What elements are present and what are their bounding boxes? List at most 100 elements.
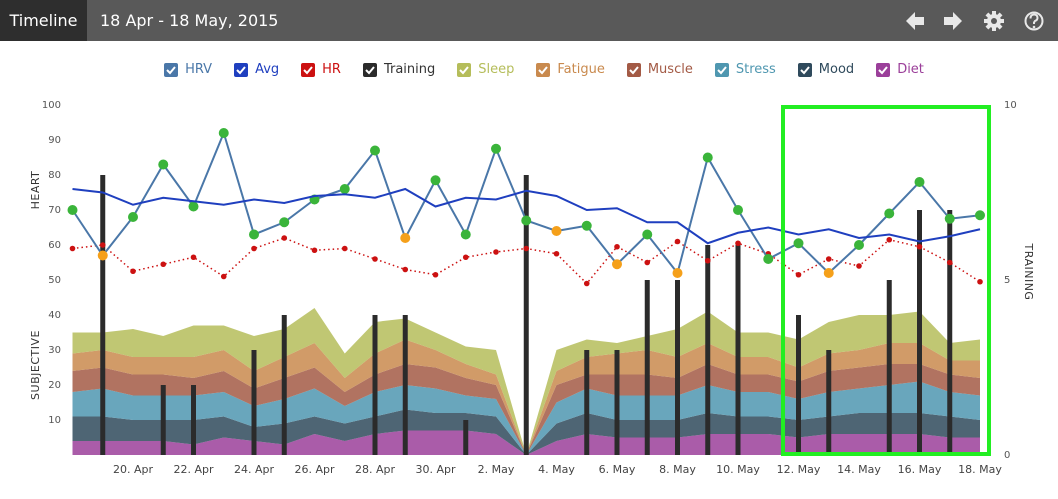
x-tick-label: 14. May <box>837 463 881 476</box>
hrv-point <box>733 205 743 215</box>
training-bar <box>100 175 106 455</box>
legend-checkbox[interactable] <box>301 62 316 77</box>
x-tick-label: 22. Apr <box>173 463 213 476</box>
hrv-point <box>823 268 834 278</box>
hr-point <box>583 280 590 287</box>
legend-label: Muscle <box>647 62 693 77</box>
training-bar <box>160 385 166 455</box>
legend-checkbox[interactable] <box>626 62 641 77</box>
training-bar <box>917 210 922 455</box>
training-bar <box>644 280 650 455</box>
y-axis-title: SUBJECTIVE <box>29 330 42 400</box>
legend-checkbox[interactable] <box>797 62 812 77</box>
legend-checkbox[interactable] <box>362 62 377 77</box>
legend-checkbox[interactable] <box>876 62 891 77</box>
legend-checkbox[interactable] <box>457 62 472 77</box>
training-bar <box>463 420 469 455</box>
settings-icon[interactable] <box>984 11 1004 31</box>
legend-item[interactable]: HRV <box>164 62 212 77</box>
hr-point <box>674 238 681 245</box>
y2-tick-label: 10 <box>1004 100 1017 111</box>
legend-checkbox[interactable] <box>714 62 729 77</box>
x-tick-label: 6. May <box>599 463 636 476</box>
legend-item[interactable]: HR <box>301 62 341 77</box>
stacked-area <box>72 308 980 455</box>
hrv-point <box>97 250 108 261</box>
stacked-area <box>72 430 980 455</box>
training-bar <box>584 350 590 455</box>
legend-item[interactable]: Training <box>362 62 435 77</box>
date-range: 18 Apr - 18 May, 2015 <box>100 11 279 30</box>
hr-point <box>644 259 651 266</box>
legend-item[interactable]: Stress <box>714 62 776 77</box>
hrv-point <box>491 143 501 154</box>
stacked-area <box>72 339 980 455</box>
legend-label: Fatigue <box>557 62 605 77</box>
legend-label: HR <box>322 62 341 77</box>
hrv-point <box>188 201 199 212</box>
hr-point <box>220 273 227 280</box>
legend-label: Avg <box>255 62 280 77</box>
hr-point <box>190 254 197 261</box>
hrv-point <box>854 240 864 250</box>
hrv-point <box>430 175 441 186</box>
toolbar <box>906 11 1044 31</box>
training-bar <box>735 245 741 455</box>
hr-point <box>553 250 560 257</box>
x-tick-label: 28. Apr <box>355 463 395 476</box>
hr-point <box>523 245 530 252</box>
hrv-point <box>67 205 78 215</box>
y-tick-label: 50 <box>48 275 61 286</box>
hr-point <box>704 257 711 264</box>
hrv-point <box>218 128 229 138</box>
help-icon[interactable] <box>1024 11 1044 31</box>
back-icon[interactable] <box>906 12 924 30</box>
hr-point <box>825 256 832 262</box>
hr-point <box>977 278 983 285</box>
hr-point <box>886 236 893 243</box>
hr-point <box>372 256 378 262</box>
hr-point <box>614 243 620 250</box>
y2-axis-title: TRAINING <box>1022 243 1035 301</box>
training-bar <box>705 245 711 455</box>
hrv-point <box>581 220 592 231</box>
hr-point <box>69 245 76 252</box>
training-bar <box>826 350 832 455</box>
x-tick-label: 18. May <box>958 463 1002 476</box>
legend-checkbox[interactable] <box>536 62 551 77</box>
hrv-point <box>521 215 532 226</box>
hrv-point <box>642 229 653 240</box>
hr-point <box>130 268 136 275</box>
x-tick-label: 26. Apr <box>294 463 334 476</box>
legend-checkbox[interactable] <box>234 62 249 77</box>
hr-point <box>946 259 953 266</box>
stacked-area <box>72 364 980 455</box>
hrv-point <box>249 229 259 240</box>
training-bar <box>191 385 196 455</box>
training-bar <box>947 210 953 455</box>
legend-item[interactable]: Muscle <box>626 62 693 77</box>
training-bar <box>372 315 378 455</box>
hrv-point <box>400 233 411 243</box>
y2-tick-label: 0 <box>1004 450 1010 461</box>
tab[interactable]: Timeline <box>0 0 87 41</box>
training-bar <box>402 315 408 455</box>
y-tick-label: 90 <box>48 135 61 146</box>
highlight-box <box>781 105 991 456</box>
legend-checkbox[interactable] <box>164 62 179 77</box>
legend-item[interactable]: Avg <box>234 62 279 77</box>
forward-icon[interactable] <box>944 12 962 30</box>
legend-item[interactable]: Fatigue <box>536 62 605 77</box>
hrv-point <box>551 226 562 236</box>
hr-point <box>856 263 862 269</box>
legend-item[interactable]: Sleep <box>457 62 514 77</box>
hr-point <box>402 266 409 273</box>
hr-point <box>462 254 469 261</box>
hr-point <box>432 271 439 278</box>
legend-label: Sleep <box>478 62 515 77</box>
legend-item[interactable]: Mood <box>797 62 854 77</box>
y-tick-label: 70 <box>48 205 61 216</box>
legend-item[interactable]: Diet <box>876 62 924 77</box>
